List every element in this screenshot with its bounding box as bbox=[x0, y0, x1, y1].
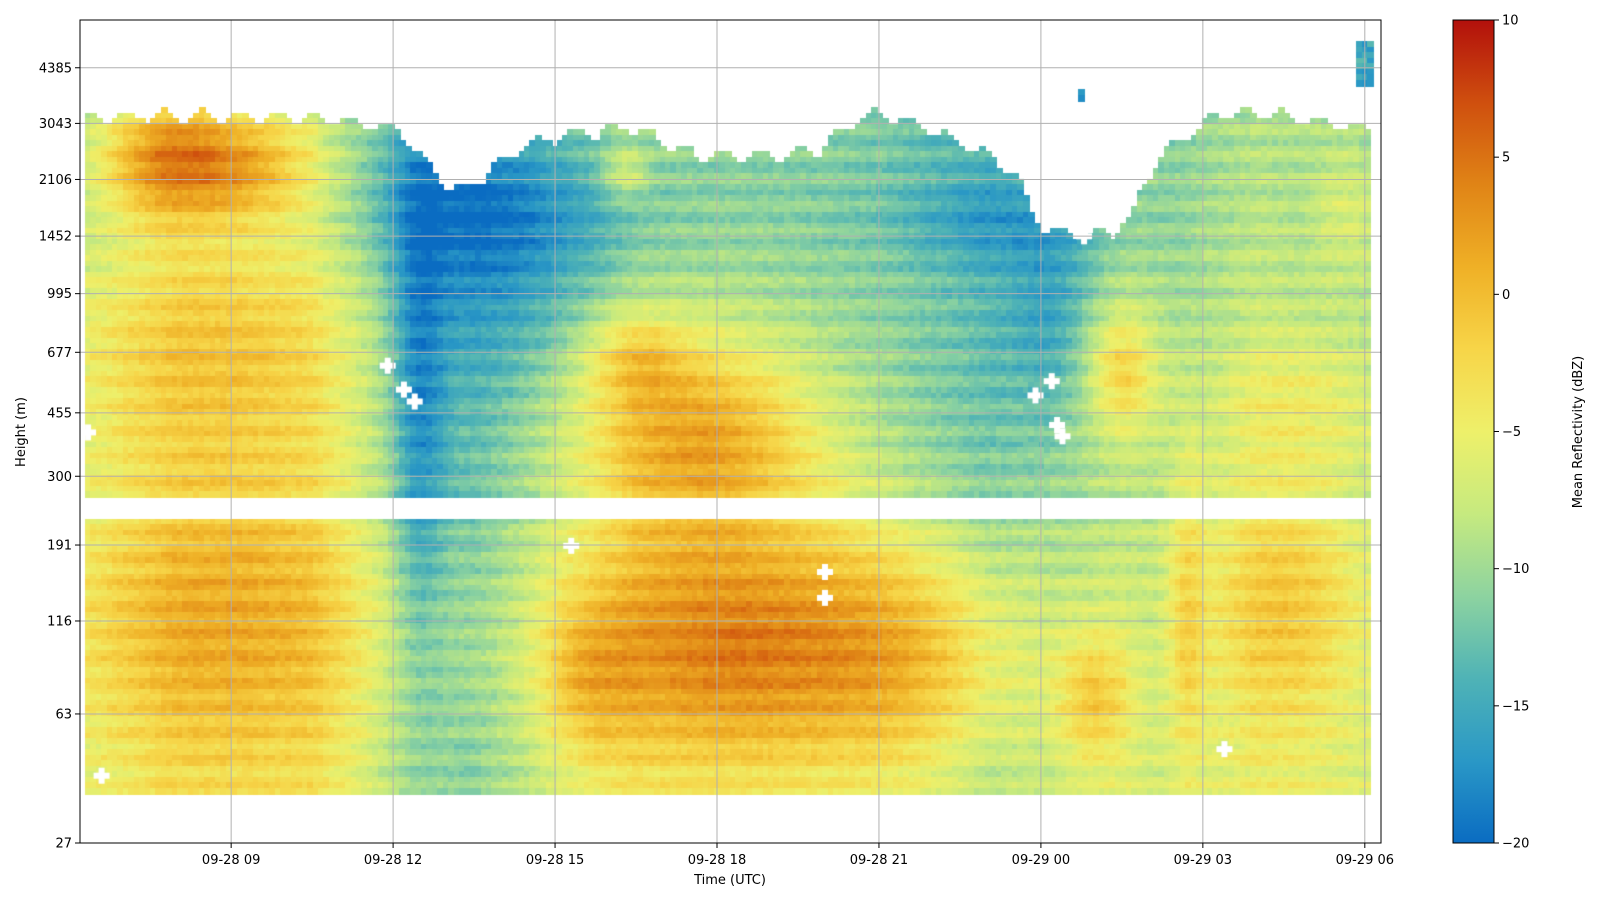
reflectivity-heatmap bbox=[80, 20, 1381, 843]
x-grid bbox=[230, 20, 1366, 843]
plot-area bbox=[79, 19, 1382, 844]
y-axis-title: Height (m) bbox=[14, 397, 29, 467]
x-tick-label: 09-28 15 bbox=[526, 853, 584, 868]
x-tick-label: 09-28 21 bbox=[850, 853, 908, 868]
y-tick-label: 1452 bbox=[39, 230, 72, 245]
plot-frame bbox=[79, 19, 1382, 844]
y-axis: 27 63 116 191 300 455 677 995 1452 2106 3043 4385 bbox=[39, 61, 80, 852]
y-tick-label: 191 bbox=[47, 539, 72, 554]
colorbar-tick-label: −10 bbox=[1502, 562, 1529, 577]
y-tick-label: 4385 bbox=[39, 61, 72, 76]
x-tick-label: 09-29 00 bbox=[1012, 853, 1070, 868]
colorbar-tick-label: 0 bbox=[1502, 288, 1510, 303]
y-tick-label: 27 bbox=[55, 837, 72, 852]
y-tick-label: 116 bbox=[47, 614, 72, 629]
x-tick-label: 09-28 12 bbox=[364, 853, 422, 868]
colorbar-tick-label: −5 bbox=[1502, 425, 1521, 440]
colorbar-tick-label: 10 bbox=[1502, 14, 1519, 29]
colorbar-tick-label: −15 bbox=[1502, 699, 1529, 714]
y-tick-label: 2106 bbox=[39, 173, 72, 188]
x-tick-label: 09-29 06 bbox=[1336, 853, 1394, 868]
colorbar-ticks: 10 5 0 −5 −10 −15 −20 bbox=[1494, 14, 1529, 852]
colorbar-tick-label: 5 bbox=[1502, 151, 1510, 166]
x-axis: 09-28 09 09-28 12 09-28 15 09-28 18 09-28 21… bbox=[202, 843, 1394, 868]
x-tick-label: 09-28 18 bbox=[688, 853, 746, 868]
colorbar-fill bbox=[1452, 19, 1495, 844]
colorbar: 10 5 0 −5 −10 −15 −20 Mean Reflectivity (dBZ) bbox=[1452, 14, 1586, 852]
x-tick-label: 09-29 03 bbox=[1174, 853, 1232, 868]
y-tick-label: 995 bbox=[47, 287, 72, 302]
colorbar-title: Mean Reflectivity (dBZ) bbox=[1571, 356, 1586, 509]
y-tick-label: 300 bbox=[47, 470, 72, 485]
y-tick-label: 3043 bbox=[39, 117, 72, 132]
x-axis-title: Time (UTC) bbox=[693, 873, 766, 888]
colorbar-tick-label: −20 bbox=[1502, 837, 1529, 852]
y-tick-label: 455 bbox=[47, 406, 72, 421]
x-tick-label: 09-28 09 bbox=[202, 853, 260, 868]
y-tick-label: 63 bbox=[55, 707, 72, 722]
y-tick-label: 677 bbox=[47, 346, 72, 361]
